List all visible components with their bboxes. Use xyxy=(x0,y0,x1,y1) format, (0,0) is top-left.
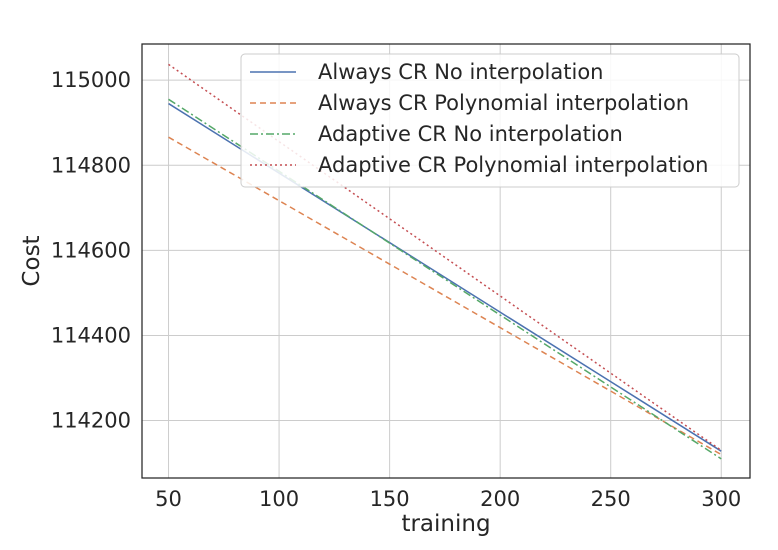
series-line-3 xyxy=(168,98,722,460)
x-tick-label: 100 xyxy=(259,487,299,511)
legend-entry: Always CR Polynomial interpolation xyxy=(318,91,689,115)
series-line-2 xyxy=(168,136,722,456)
legend-entry: Adaptive CR No interpolation xyxy=(318,122,623,146)
x-tick-label: 50 xyxy=(155,487,182,511)
y-tick-label: 115000 xyxy=(51,68,131,92)
y-tick-label: 114800 xyxy=(51,153,131,177)
series-line-4 xyxy=(168,63,722,451)
y-tick-label: 114200 xyxy=(51,409,131,433)
y-axis-label: Cost xyxy=(19,235,45,286)
plot-frame xyxy=(141,43,751,479)
legend-box xyxy=(240,53,740,188)
legend-entry: Adaptive CR Polynomial interpolation xyxy=(318,153,708,177)
legend-entry: Always CR No interpolation xyxy=(318,60,604,84)
y-tick-label: 114400 xyxy=(51,323,131,347)
x-axis-label: training xyxy=(401,511,490,537)
x-tick-label: 300 xyxy=(701,487,741,511)
x-tick-label: 150 xyxy=(370,487,410,511)
x-tick-label: 200 xyxy=(480,487,520,511)
y-tick-label: 114600 xyxy=(51,238,131,262)
legend: Always CR No interpolation Always CR Poly… xyxy=(240,53,740,188)
x-tick-label: 250 xyxy=(591,487,631,511)
tick-labels: 50 100 150 200 250 300 114200 114400 114600 11480… xyxy=(51,68,741,511)
